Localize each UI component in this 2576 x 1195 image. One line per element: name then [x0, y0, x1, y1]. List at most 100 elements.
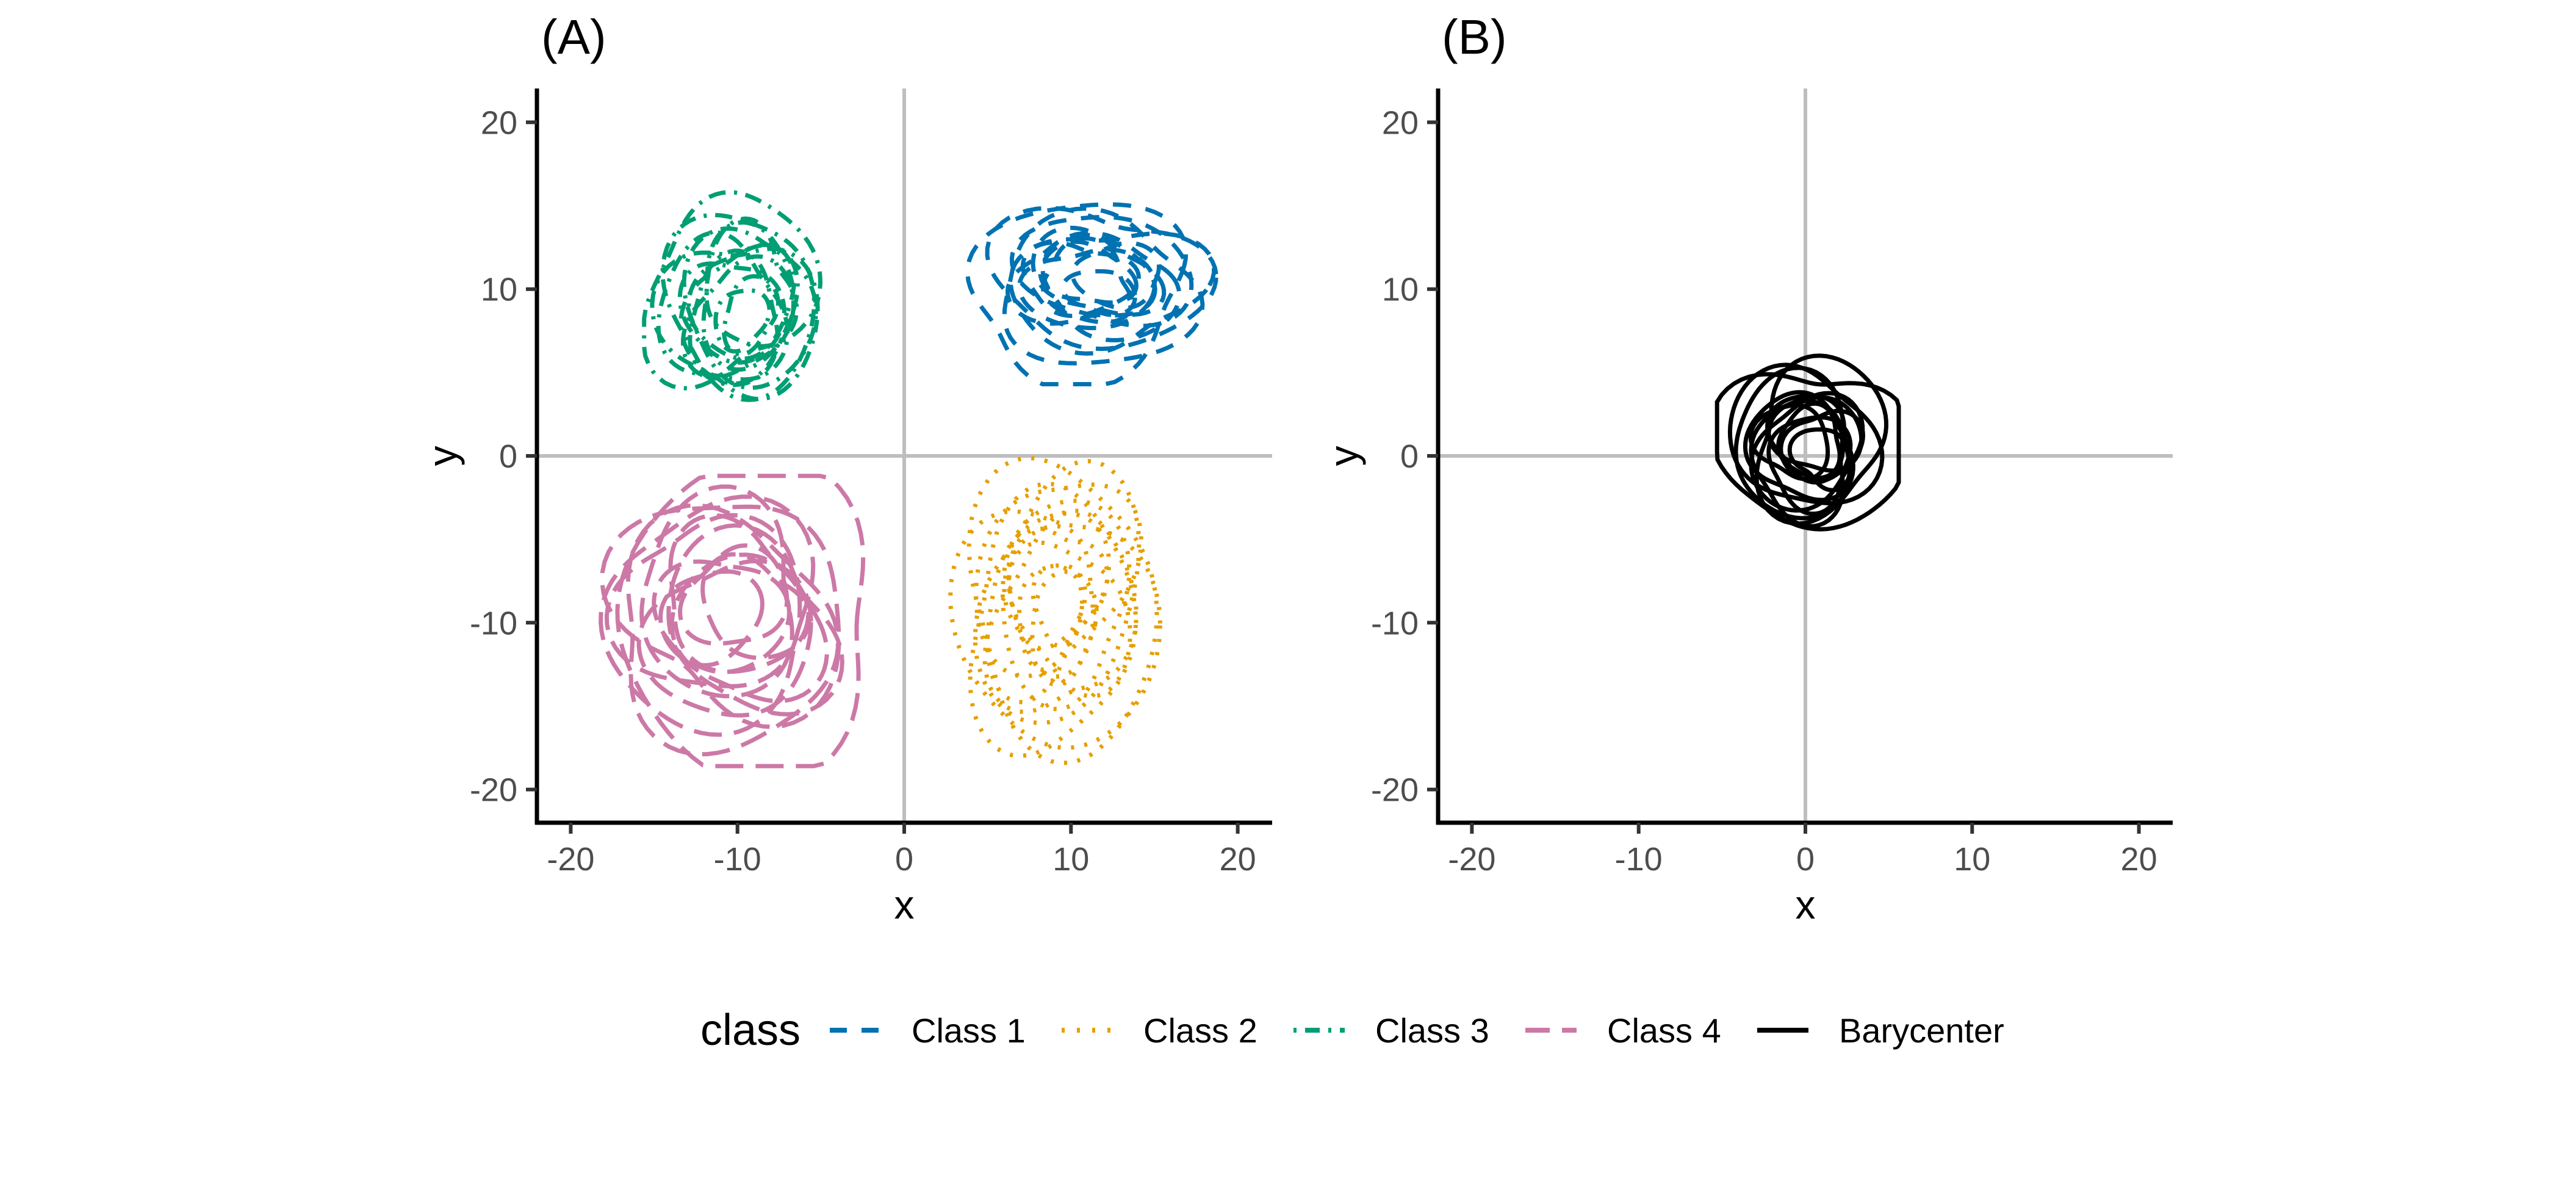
legend-item: Barycenter	[1757, 1011, 2004, 1050]
series-curve	[668, 513, 811, 674]
x-tick-label: -20	[1448, 841, 1495, 878]
series-curve	[722, 274, 780, 357]
series-curve	[1002, 206, 1205, 366]
series-curve	[666, 523, 844, 717]
series-curve	[656, 230, 790, 382]
series-curve	[1787, 427, 1852, 493]
y-tick-label: 20	[481, 104, 517, 141]
series-curve	[701, 220, 796, 372]
x-tick-label: 20	[1220, 841, 1256, 878]
panel-a-y-axis-title: y	[420, 446, 465, 466]
series-curve	[639, 484, 794, 699]
panel-a: (A) -20 -10 0 10 20 -20 -10 0 10 20 x y	[420, 10, 1272, 927]
series-curve	[713, 288, 772, 354]
series-curve	[982, 508, 1139, 715]
y-tick-label: -10	[1371, 605, 1419, 641]
y-tick-label: 0	[499, 438, 517, 475]
panel-a-title: (A)	[541, 10, 606, 64]
panel-b-axes: -20 -10 0 10 20 -20 -10 0 10 20	[1371, 88, 2173, 878]
series-curve	[1007, 526, 1110, 651]
series-curve	[1766, 415, 1853, 516]
panel-b-reference-lines	[1438, 88, 2173, 823]
y-tick-label: 10	[481, 272, 517, 308]
x-tick-label: 20	[2121, 841, 2157, 878]
legend-label: Barycenter	[1839, 1011, 2004, 1050]
legend-label: Class 2	[1143, 1011, 1257, 1050]
series-curve	[688, 248, 780, 388]
y-tick-label: 20	[1382, 104, 1419, 141]
series-curve	[642, 190, 823, 391]
legend-label: Class 4	[1607, 1011, 1721, 1050]
series-class-2	[948, 455, 1163, 765]
x-tick-label: -20	[547, 841, 594, 878]
series-curve	[677, 543, 790, 646]
y-tick-label: -20	[470, 772, 517, 809]
series-curve	[1008, 231, 1217, 356]
series-curve	[1040, 230, 1182, 342]
series-curve	[669, 552, 829, 704]
panel-a-x-axis-title: x	[894, 882, 915, 927]
series-curve	[974, 482, 1143, 679]
x-tick-label: 0	[895, 841, 913, 878]
series-curve	[599, 494, 816, 737]
series-curve	[1040, 236, 1134, 325]
legend-item: Class 1	[830, 1011, 1026, 1050]
series-curve	[1754, 353, 1889, 526]
y-tick-label: 0	[1400, 438, 1419, 475]
series-curve	[1031, 563, 1085, 649]
legend-title: class	[700, 1006, 801, 1055]
x-tick-label: 0	[1796, 841, 1815, 878]
panel-b: (B) -20 -10 0 10 20 -20 -10 0 10 20 x y	[1321, 10, 2173, 927]
series-curve	[1031, 225, 1167, 317]
legend-item: Class 4	[1525, 1011, 1721, 1050]
panel-a-curves	[599, 190, 1218, 768]
panel-b-title: (B)	[1442, 10, 1507, 64]
series-curve	[985, 511, 1112, 704]
series-curve	[968, 482, 1139, 759]
y-tick-label: -20	[1371, 772, 1419, 809]
series-class-3	[642, 190, 823, 402]
panel-b-x-axis-title: x	[1796, 882, 1816, 927]
series-curve	[973, 458, 1142, 725]
panel-a-reference-lines	[537, 88, 1272, 823]
series-curve	[1030, 569, 1099, 687]
series-class-4	[599, 474, 866, 768]
series-curve	[658, 569, 765, 668]
series-class-1	[965, 202, 1218, 386]
series-curve	[1007, 540, 1132, 699]
panel-b-curves	[1714, 353, 1901, 532]
series-curve	[1009, 215, 1194, 328]
series-curve	[965, 202, 1189, 386]
series-barycenter	[1714, 353, 1901, 532]
series-curve	[636, 558, 813, 718]
legend: class Class 1 Class 2 Class 3 Class 4 Baryce…	[700, 1006, 2004, 1055]
y-tick-label: -10	[470, 605, 517, 641]
legend-item: Class 2	[1062, 1011, 1257, 1050]
series-curve	[650, 247, 820, 402]
legend-item: Class 3	[1293, 1011, 1489, 1050]
series-curve	[1727, 363, 1885, 506]
y-tick-label: 10	[1382, 272, 1419, 308]
series-curve	[1020, 240, 1141, 319]
series-curve	[1714, 372, 1901, 532]
series-curve	[966, 455, 1159, 765]
panel-a-axes: -20 -10 0 10 20 -20 -10 0 10 20	[470, 88, 1272, 878]
x-tick-label: 10	[1052, 841, 1089, 878]
x-tick-label: 10	[1954, 841, 1990, 878]
series-curve	[615, 474, 866, 768]
x-tick-label: -10	[714, 841, 761, 878]
series-curve	[1016, 563, 1088, 672]
series-curve	[1776, 401, 1842, 480]
series-curve	[600, 504, 841, 729]
legend-label: Class 3	[1375, 1011, 1489, 1050]
series-curve	[677, 261, 786, 365]
panel-b-y-axis-title: y	[1321, 446, 1366, 466]
series-curve	[1765, 393, 1847, 485]
x-tick-label: -10	[1615, 841, 1663, 878]
legend-items: Class 1 Class 2 Class 3 Class 4 Barycenter	[830, 1011, 2004, 1050]
series-curve	[604, 513, 802, 688]
legend-label: Class 1	[912, 1011, 1026, 1050]
series-curve	[652, 559, 791, 674]
series-curve	[1002, 524, 1096, 679]
